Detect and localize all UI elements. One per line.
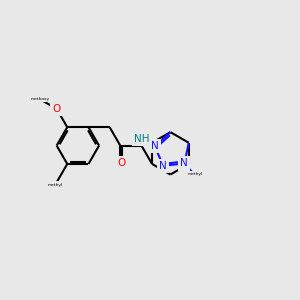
Text: NH: NH	[134, 134, 149, 144]
Text: methyl: methyl	[48, 183, 63, 187]
Text: O: O	[117, 158, 125, 168]
Text: methoxy: methoxy	[31, 97, 50, 101]
Text: N: N	[181, 158, 188, 169]
Text: N: N	[159, 161, 167, 171]
Text: methyl: methyl	[188, 172, 203, 176]
Text: O: O	[52, 104, 61, 114]
Text: N: N	[151, 141, 158, 151]
